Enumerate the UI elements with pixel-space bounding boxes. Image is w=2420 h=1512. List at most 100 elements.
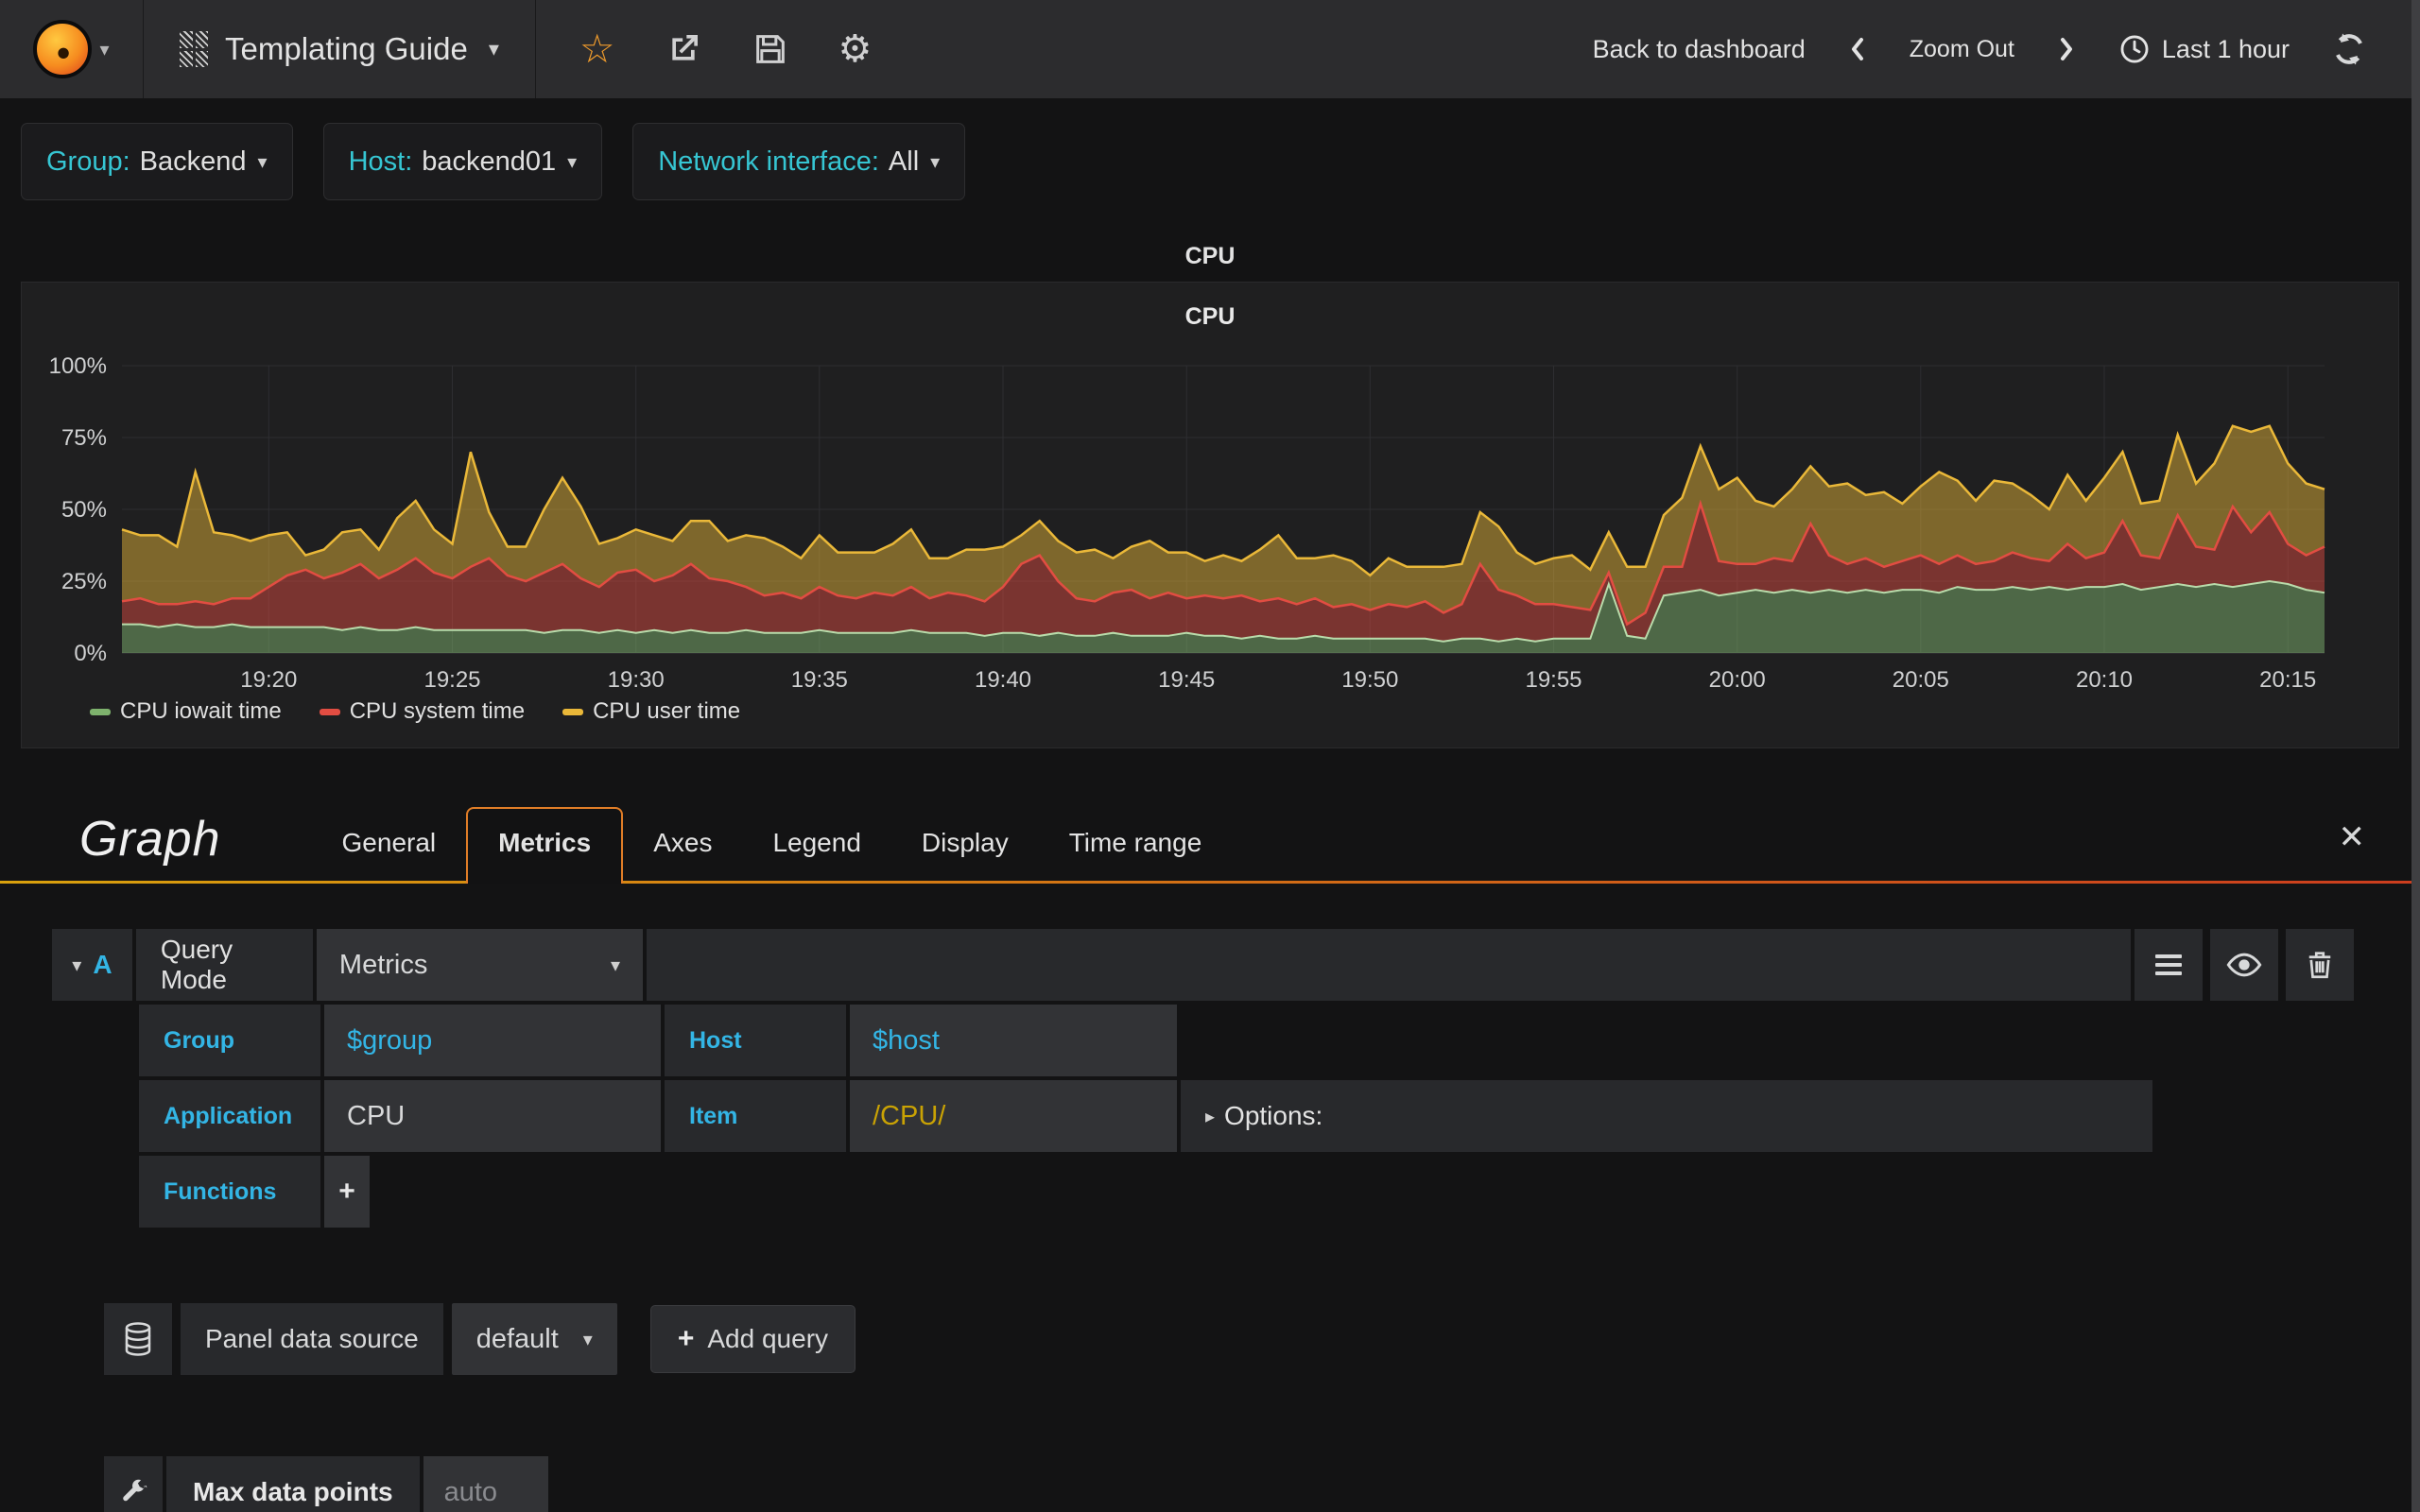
- max-data-points-row: Max data points auto: [104, 1456, 2420, 1512]
- query-collapse-toggle[interactable]: ▾ A: [52, 929, 132, 1001]
- query-menu-button[interactable]: [2135, 929, 2203, 1001]
- close-icon[interactable]: ✕: [2338, 819, 2366, 855]
- svg-text:19:40: 19:40: [975, 667, 1031, 693]
- svg-text:19:45: 19:45: [1158, 667, 1215, 693]
- query-toggle-visibility-button[interactable]: [2210, 929, 2278, 1001]
- template-variables-row: Group: Backend ▾ Host: backend01 ▾ Netwo…: [0, 98, 2420, 200]
- star-icon[interactable]: ☆: [579, 26, 615, 71]
- hamburger-icon: [2155, 954, 2182, 975]
- disclosure-triangle-icon: ▸: [1205, 1106, 1216, 1127]
- scrollbar[interactable]: [2411, 0, 2420, 1512]
- dashboard-title-dropdown[interactable]: Templating Guide ▾: [144, 0, 536, 98]
- legend: CPU iowait time CPU system time CPU user t…: [90, 698, 740, 725]
- chevron-down-icon: ▾: [610, 954, 620, 976]
- chevron-down-icon: ▾: [930, 151, 941, 173]
- tab-general[interactable]: General: [341, 828, 437, 857]
- query-mode-label: Query Mode: [135, 929, 313, 1001]
- zoom-out-left-chevron[interactable]: [1847, 35, 1868, 63]
- zoom-out-button[interactable]: Zoom Out: [1909, 35, 2014, 62]
- graph-editor-header: Graph General Metrics Axes Legend Displa…: [0, 807, 2420, 884]
- plus-icon: +: [677, 1323, 695, 1354]
- svg-text:19:20: 19:20: [240, 667, 297, 693]
- refresh-icon[interactable]: [2331, 31, 2367, 67]
- legend-swatch-icon: [562, 708, 584, 715]
- wrench-icon: [123, 1479, 147, 1502]
- svg-text:20:15: 20:15: [2259, 667, 2316, 693]
- dashboard-row-title[interactable]: CPU: [1184, 243, 1236, 269]
- application-input[interactable]: CPU: [324, 1080, 661, 1152]
- item-label: Item: [665, 1080, 846, 1152]
- svg-text:19:35: 19:35: [791, 667, 848, 693]
- datasource-select[interactable]: default ▾: [451, 1303, 617, 1375]
- variable-group-dropdown[interactable]: Group: Backend ▾: [21, 123, 293, 200]
- chevron-down-icon: ▾: [72, 954, 82, 976]
- item-input[interactable]: /CPU/: [850, 1080, 1177, 1152]
- gear-icon[interactable]: ⚙: [838, 28, 873, 70]
- svg-text:19:25: 19:25: [424, 667, 480, 693]
- variable-network-interface-dropdown[interactable]: Network interface: All ▾: [632, 123, 966, 200]
- chevron-down-icon: ▾: [257, 151, 268, 173]
- svg-text:19:55: 19:55: [1525, 667, 1582, 693]
- add-query-button[interactable]: + Add query: [649, 1305, 856, 1373]
- dashboard-title: Templating Guide: [225, 31, 468, 66]
- host-input[interactable]: $host: [850, 1005, 1177, 1076]
- query-mode-value: Metrics: [338, 949, 428, 980]
- variable-label: Host:: [348, 146, 413, 177]
- variable-host-dropdown[interactable]: Host: backend01 ▾: [322, 123, 603, 200]
- svg-text:20:10: 20:10: [2076, 667, 2133, 693]
- time-picker-button[interactable]: Last 1 hour: [2118, 33, 2290, 65]
- group-input[interactable]: $group: [324, 1005, 661, 1076]
- tab-metrics[interactable]: Metrics: [466, 807, 624, 884]
- tab-display[interactable]: Display: [921, 828, 1009, 857]
- eye-icon: [2226, 953, 2262, 977]
- tab-underline: [0, 881, 2420, 884]
- panel-title[interactable]: CPU: [1184, 303, 1236, 330]
- share-icon[interactable]: [665, 30, 702, 68]
- legend-label: CPU iowait time: [120, 698, 282, 724]
- back-to-dashboard-link[interactable]: Back to dashboard: [1592, 34, 1806, 63]
- datasource-value: default: [475, 1323, 559, 1354]
- settings-icon-cell: [104, 1456, 163, 1512]
- svg-text:20:05: 20:05: [1893, 667, 1949, 693]
- variable-label: Group:: [46, 146, 130, 177]
- host-label: Host: [665, 1005, 846, 1076]
- trash-icon: [2308, 952, 2331, 979]
- svg-text:20:00: 20:00: [1709, 667, 1766, 693]
- editor-title: Graph: [79, 812, 221, 867]
- cpu-chart[interactable]: 0% 25% 50% 75% 100% 19:20 19:25 19:30 19:35 19:40…: [31, 351, 2338, 697]
- datasource-row: Panel data source default ▾ + Add query: [104, 1303, 2420, 1375]
- legend-swatch-icon: [319, 708, 340, 715]
- query-editor: ▾ A Query Mode Metrics ▾ Group $group Ho…: [0, 884, 2420, 1512]
- max-data-points-input[interactable]: auto: [423, 1456, 548, 1512]
- group-label: Group: [139, 1005, 320, 1076]
- chevron-down-icon: ▾: [582, 1329, 593, 1350]
- chevron-down-icon: ▾: [488, 37, 499, 60]
- legend-item[interactable]: CPU iowait time: [90, 698, 282, 725]
- variable-label: Network interface:: [658, 146, 879, 177]
- time-range-label: Last 1 hour: [2161, 34, 2290, 63]
- grafana-menu-button[interactable]: ▾: [0, 0, 144, 98]
- options-label: Options:: [1224, 1101, 1323, 1130]
- grafana-logo-icon: [33, 20, 93, 78]
- query-row-application-item: Application CPU Item /CPU/ ▸ Options:: [139, 1080, 2420, 1152]
- tab-axes[interactable]: Axes: [653, 828, 713, 857]
- query-delete-button[interactable]: [2286, 929, 2354, 1001]
- legend-item[interactable]: CPU system time: [319, 698, 525, 725]
- options-toggle[interactable]: ▸ Options:: [1181, 1080, 2152, 1152]
- legend-item[interactable]: CPU user time: [562, 698, 740, 725]
- query-mode-select[interactable]: Metrics ▾: [316, 929, 643, 1001]
- query-row-group-host: Group $group Host $host: [139, 1005, 2420, 1076]
- datasource-icon-cell: [104, 1303, 172, 1375]
- variable-value: Backend: [139, 146, 247, 177]
- tab-legend[interactable]: Legend: [772, 828, 861, 857]
- query-row-a: ▾ A Query Mode Metrics ▾: [52, 929, 2420, 1001]
- dashboard-grid-icon: [180, 31, 208, 67]
- max-data-points-label: Max data points: [166, 1456, 420, 1512]
- panel-data-source-label: Panel data source: [181, 1303, 443, 1375]
- navbar: ▾ Templating Guide ▾ ☆ ⚙ Back to dashboa…: [0, 0, 2420, 98]
- clock-icon: [2120, 35, 2149, 63]
- save-icon[interactable]: [752, 30, 789, 68]
- zoom-out-right-chevron[interactable]: [2056, 35, 2077, 63]
- add-function-button[interactable]: +: [324, 1156, 370, 1228]
- tab-time-range[interactable]: Time range: [1068, 828, 1202, 857]
